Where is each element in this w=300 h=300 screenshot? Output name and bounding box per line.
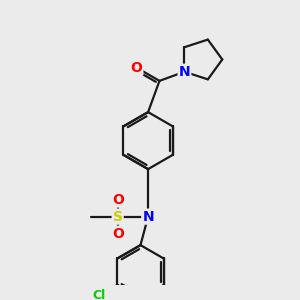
Text: Cl: Cl [93,289,106,300]
Text: N: N [142,210,154,224]
Text: N: N [179,65,190,79]
Text: O: O [112,227,124,241]
Text: O: O [130,61,142,75]
Text: O: O [112,193,124,206]
Text: S: S [113,210,123,224]
